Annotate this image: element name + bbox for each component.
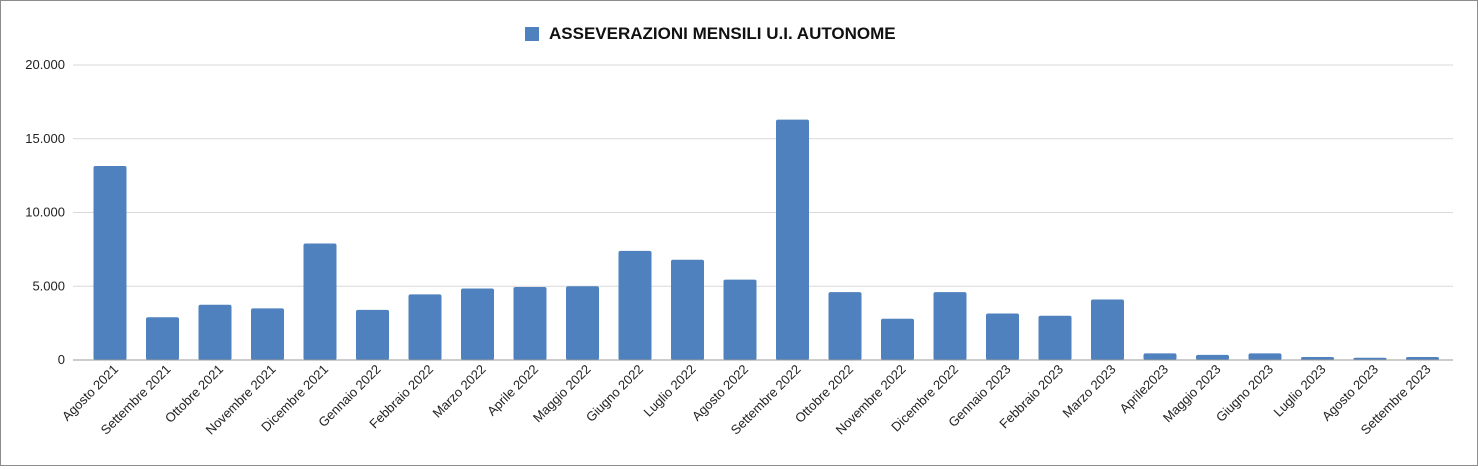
bar <box>1196 354 1229 360</box>
bar <box>461 288 494 360</box>
bar <box>408 294 442 360</box>
bar <box>828 292 862 360</box>
bar <box>1038 315 1072 360</box>
bar <box>356 309 389 360</box>
bar <box>93 166 127 360</box>
y-tick-label: 20.000 <box>25 57 65 72</box>
x-tick-label: Marzo 2023 <box>1059 362 1118 421</box>
x-tick-label: Aprile2023 <box>1117 362 1172 417</box>
bar <box>776 119 809 360</box>
bar <box>933 292 967 360</box>
x-tick-label: Marzo 2022 <box>429 362 488 421</box>
bar <box>723 279 757 360</box>
legend-swatch <box>525 27 539 41</box>
bar <box>251 308 284 360</box>
bar <box>1248 353 1282 360</box>
x-tick-label: Aprile 2022 <box>484 362 541 419</box>
bar <box>618 250 652 360</box>
bar <box>881 318 914 360</box>
y-tick-label: 10.000 <box>25 205 65 220</box>
y-tick-label: 15.000 <box>25 131 65 146</box>
bar <box>513 286 547 360</box>
bar <box>303 243 337 360</box>
y-tick-label: 0 <box>58 352 65 367</box>
bar <box>1091 299 1124 360</box>
y-tick-label: 5.000 <box>32 278 65 293</box>
bar <box>1143 353 1177 360</box>
bars <box>93 119 1439 360</box>
bar <box>198 304 232 360</box>
bar <box>671 259 704 360</box>
bar <box>1406 357 1439 360</box>
bar <box>986 313 1019 360</box>
bar <box>146 317 179 360</box>
chart-title: ASSEVERAZIONI MENSILI U.I. AUTONOME <box>549 24 896 43</box>
legend: ASSEVERAZIONI MENSILI U.I. AUTONOME <box>525 24 896 43</box>
gridlines <box>73 64 1453 287</box>
bar <box>1353 357 1387 360</box>
bar <box>566 286 599 360</box>
y-axis-tick-labels: 0 5.000 10.000 15.000 20.000 <box>25 57 65 367</box>
bar <box>1301 357 1334 360</box>
